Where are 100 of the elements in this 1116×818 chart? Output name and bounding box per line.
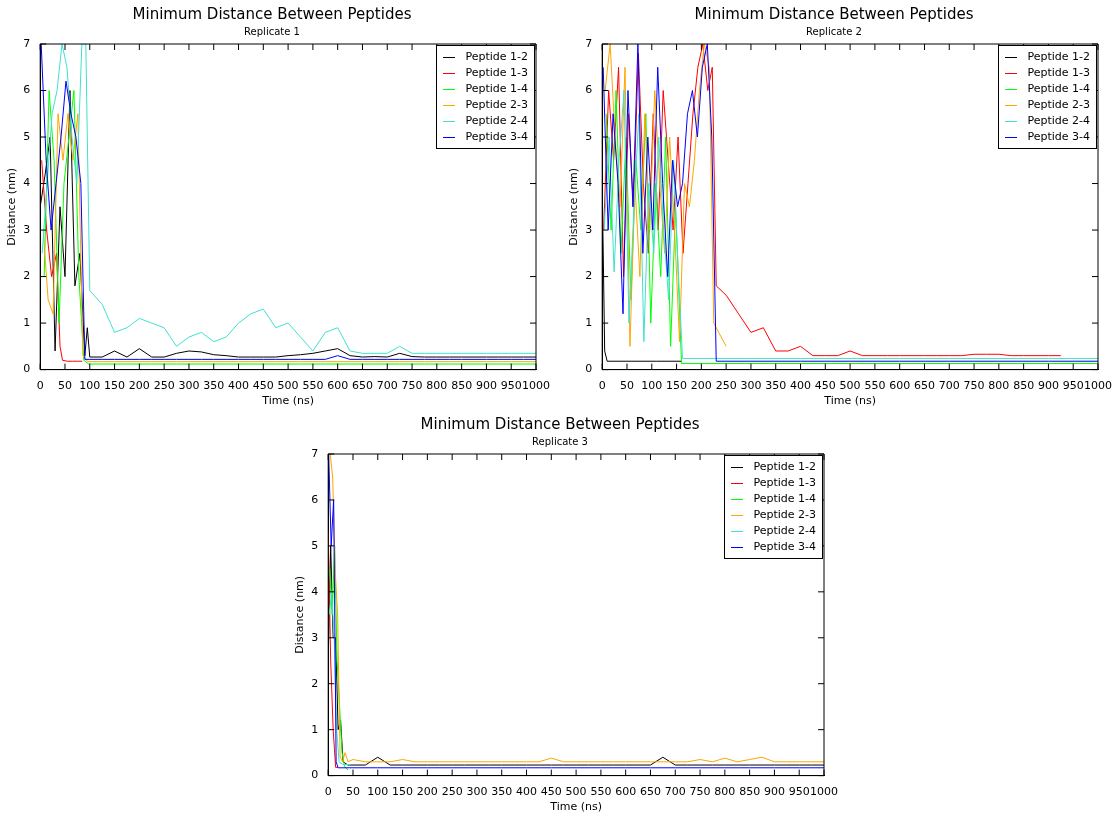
x-tick-label: 300 (178, 379, 200, 393)
x-tick-label: 0 (36, 379, 44, 393)
x-axis-title: Time (ns) (261, 394, 314, 408)
x-tick-label: 350 (765, 379, 787, 393)
y-tick-label: 5 (585, 129, 593, 143)
x-tick-label: 300 (466, 785, 488, 799)
chart-title: Minimum Distance Between Peptides (132, 4, 412, 23)
x-tick-label: 500 (839, 379, 861, 393)
x-tick-label: 800 (988, 379, 1010, 393)
x-tick-label: 1000 (810, 785, 838, 799)
x-tick-label: 200 (690, 379, 712, 393)
x-tick-label: 800 (714, 785, 736, 799)
legend-label: Peptide 2-3 (753, 507, 817, 523)
legend-label: Peptide 2-4 (753, 523, 817, 539)
x-tick-label: 550 (864, 379, 886, 393)
x-tick-label: 50 (57, 379, 72, 393)
x-tick-label: 850 (739, 785, 761, 799)
y-tick-label: 5 (23, 129, 31, 143)
legend-label: Peptide 3-4 (465, 129, 529, 145)
y-tick-label: 7 (585, 36, 593, 50)
chart-subtitle: Replicate 2 (806, 25, 862, 37)
chart-title: Minimum Distance Between Peptides (694, 4, 974, 23)
legend-label: Peptide 1-3 (1027, 65, 1091, 81)
x-tick-label: 250 (715, 379, 737, 393)
legend-label: Peptide 1-4 (753, 491, 817, 507)
y-tick-label: 4 (585, 176, 593, 190)
y-tick-label: 2 (585, 269, 593, 283)
x-tick-label: 700 (664, 785, 686, 799)
x-tick-label: 450 (540, 785, 562, 799)
x-tick-label: 250 (441, 785, 463, 799)
legend-label: Peptide 1-2 (753, 459, 817, 475)
x-tick-label: 900 (763, 785, 785, 799)
y-tick-label: 3 (585, 222, 593, 236)
y-tick-label: 4 (311, 584, 319, 598)
x-tick-label: 800 (426, 379, 448, 393)
x-tick-label: 950 (1062, 379, 1084, 393)
y-tick-label: 1 (585, 315, 593, 329)
x-tick-label: 400 (228, 379, 250, 393)
x-tick-label: 900 (475, 379, 497, 393)
x-tick-label: 750 (963, 379, 985, 393)
x-tick-label: 500 (565, 785, 587, 799)
x-tick-label: 100 (79, 379, 101, 393)
x-tick-label: 850 (1013, 379, 1035, 393)
legend-label: Peptide 1-3 (753, 475, 817, 491)
x-tick-label: 150 (392, 785, 414, 799)
legend-label: Peptide 2-4 (1027, 113, 1091, 129)
y-tick-label: 5 (311, 538, 319, 552)
x-tick-label: 100 (367, 785, 389, 799)
x-tick-label: 50 (619, 379, 634, 393)
y-tick-label: 7 (23, 36, 31, 50)
y-tick-label: 0 (585, 362, 593, 376)
y-tick-label: 3 (311, 630, 319, 644)
x-tick-label: 600 (889, 379, 911, 393)
y-tick-label: 6 (311, 492, 319, 506)
y-tick-label: 1 (311, 722, 319, 736)
x-tick-label: 650 (639, 785, 661, 799)
y-tick-label: 6 (23, 83, 31, 97)
legend-label: Peptide 2-4 (465, 113, 529, 129)
x-tick-label: 100 (641, 379, 663, 393)
legend-label: Peptide 1-3 (465, 65, 529, 81)
x-tick-label: 1000 (1084, 379, 1112, 393)
x-tick-label: 400 (790, 379, 812, 393)
y-tick-label: 0 (23, 362, 31, 376)
x-tick-label: 500 (277, 379, 299, 393)
x-tick-label: 650 (351, 379, 373, 393)
x-tick-label: 700 (376, 379, 398, 393)
legend-label: Peptide 3-4 (753, 539, 817, 555)
x-tick-label: 550 (590, 785, 612, 799)
x-tick-label: 300 (740, 379, 762, 393)
x-tick-label: 0 (324, 785, 332, 799)
x-tick-label: 150 (104, 379, 126, 393)
chart-subtitle: Replicate 1 (244, 25, 300, 37)
chart-subtitle: Replicate 3 (532, 435, 588, 447)
chart-title: Minimum Distance Between Peptides (420, 414, 700, 433)
legend-label: Peptide 2-3 (465, 97, 529, 113)
y-axis-title: Distance (nm) (5, 167, 19, 246)
x-tick-label: 350 (491, 785, 513, 799)
x-tick-label: 750 (689, 785, 711, 799)
x-tick-label: 400 (516, 785, 538, 799)
x-tick-label: 200 (416, 785, 438, 799)
legend-label: Peptide 1-4 (465, 81, 529, 97)
legend-label: Peptide 3-4 (1027, 129, 1091, 145)
x-tick-label: 350 (203, 379, 225, 393)
x-tick-label: 600 (615, 785, 637, 799)
x-axis-title: Time (ns) (823, 394, 876, 408)
x-tick-label: 450 (252, 379, 274, 393)
y-tick-label: 0 (311, 768, 319, 782)
y-tick-label: 2 (311, 676, 319, 690)
y-tick-label: 4 (23, 176, 31, 190)
legend-label: Peptide 1-2 (465, 49, 529, 65)
x-tick-label: 1000 (522, 379, 550, 393)
x-tick-label: 450 (814, 379, 836, 393)
x-tick-label: 250 (153, 379, 175, 393)
y-tick-label: 2 (23, 269, 31, 283)
y-axis-title: Distance (nm) (567, 167, 581, 246)
x-tick-label: 950 (788, 785, 810, 799)
x-tick-label: 700 (938, 379, 960, 393)
x-tick-label: 50 (345, 785, 360, 799)
y-tick-label: 1 (23, 315, 31, 329)
x-tick-label: 950 (500, 379, 522, 393)
